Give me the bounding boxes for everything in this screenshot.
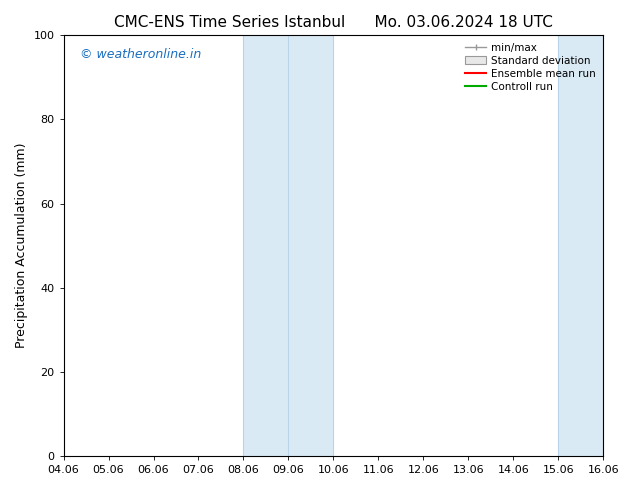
Bar: [243, 35, 333, 456]
Title: CMC-ENS Time Series Istanbul      Mo. 03.06.2024 18 UTC: CMC-ENS Time Series Istanbul Mo. 03.06.2…: [114, 15, 553, 30]
Text: © weatheronline.in: © weatheronline.in: [80, 48, 201, 61]
Legend: min/max, Standard deviation, Ensemble mean run, Controll run: min/max, Standard deviation, Ensemble me…: [463, 41, 598, 94]
Y-axis label: Precipitation Accumulation (mm): Precipitation Accumulation (mm): [15, 143, 28, 348]
Bar: [558, 35, 603, 456]
